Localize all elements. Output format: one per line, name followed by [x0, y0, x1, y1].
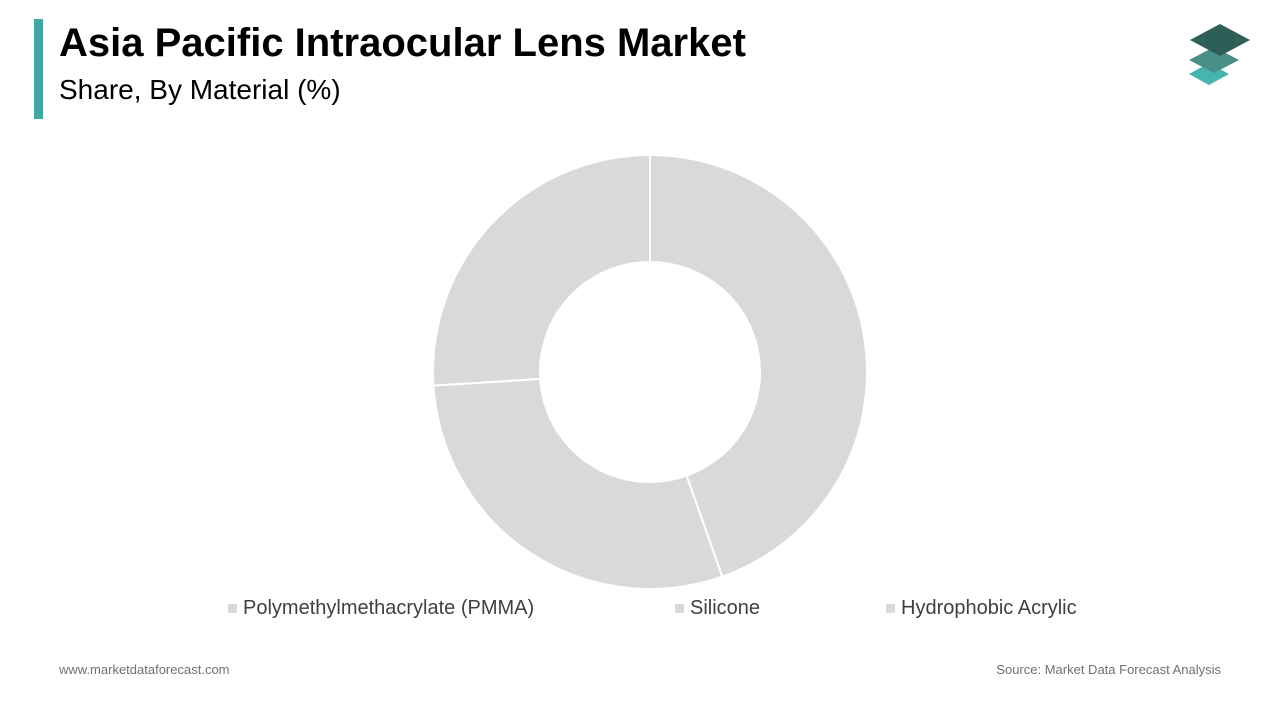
footer-website: www.marketdataforecast.com	[59, 662, 230, 677]
title-accent-bar	[34, 19, 43, 119]
slice-pmma	[649, 153, 868, 578]
donut-slices	[432, 153, 868, 590]
legend-swatch-silicone	[675, 603, 684, 613]
logo-layer-top	[1190, 24, 1250, 56]
legend-item-hydrophobic-acrylic: Hydrophobic Acrylic	[886, 596, 1077, 620]
logo-layer-middle	[1189, 47, 1239, 73]
chart-legend: Polymethylmethacrylate (PMMA) Silicone H…	[0, 596, 1280, 620]
legend-item-pmma: Polymethylmethacrylate (PMMA)	[228, 596, 534, 620]
page-title: Asia Pacific Intraocular Lens Market	[59, 21, 746, 65]
page-subtitle: Share, By Material (%)	[59, 74, 341, 105]
slice-silicone	[432, 377, 724, 590]
legend-swatch-hydrophobic-acrylic	[886, 603, 895, 613]
legend-label-silicone: Silicone	[690, 596, 761, 619]
stacked-layers-icon	[1189, 24, 1250, 85]
legend-item-silicone: Silicone	[675, 596, 760, 620]
legend-label-hydrophobic-acrylic: Hydrophobic Acrylic	[901, 596, 1077, 619]
footer-source: Source: Market Data Forecast Analysis	[996, 662, 1221, 677]
legend-swatch-pmma	[228, 603, 237, 613]
slice-hydrophobic-acrylic	[432, 153, 651, 387]
legend-label-pmma: Polymethylmethacrylate (PMMA)	[243, 596, 535, 619]
